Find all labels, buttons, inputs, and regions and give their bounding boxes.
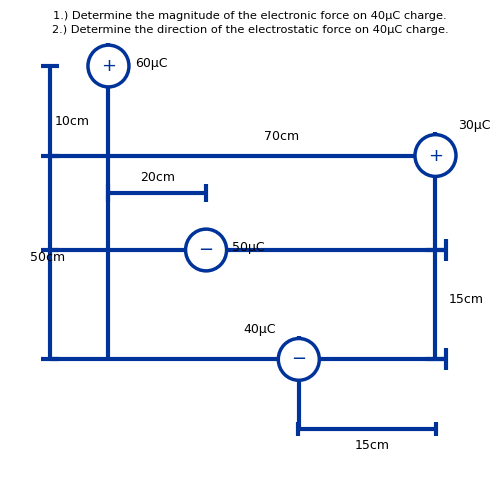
Text: 2.) Determine the direction of the electrostatic force on 40μC charge.: 2.) Determine the direction of the elect… bbox=[52, 26, 448, 36]
Text: 40μC: 40μC bbox=[244, 323, 276, 336]
Text: −: − bbox=[198, 241, 214, 259]
Text: 50μC: 50μC bbox=[232, 241, 265, 254]
Circle shape bbox=[415, 134, 456, 176]
Text: 15cm: 15cm bbox=[354, 439, 390, 452]
Text: 10cm: 10cm bbox=[55, 114, 90, 128]
Text: +: + bbox=[101, 57, 116, 75]
Text: 1.) Determine the magnitude of the electronic force on 40μC charge.: 1.) Determine the magnitude of the elect… bbox=[53, 12, 447, 22]
Circle shape bbox=[88, 45, 129, 87]
Text: 30μC: 30μC bbox=[458, 119, 491, 132]
Text: +: + bbox=[428, 146, 443, 164]
Text: −: − bbox=[291, 350, 306, 368]
Text: 70cm: 70cm bbox=[264, 130, 300, 143]
Text: 50cm: 50cm bbox=[30, 251, 66, 264]
Text: 20cm: 20cm bbox=[140, 171, 175, 184]
Text: 15cm: 15cm bbox=[449, 293, 484, 306]
Circle shape bbox=[186, 229, 226, 271]
Text: 60μC: 60μC bbox=[135, 57, 168, 70]
Circle shape bbox=[278, 338, 320, 380]
